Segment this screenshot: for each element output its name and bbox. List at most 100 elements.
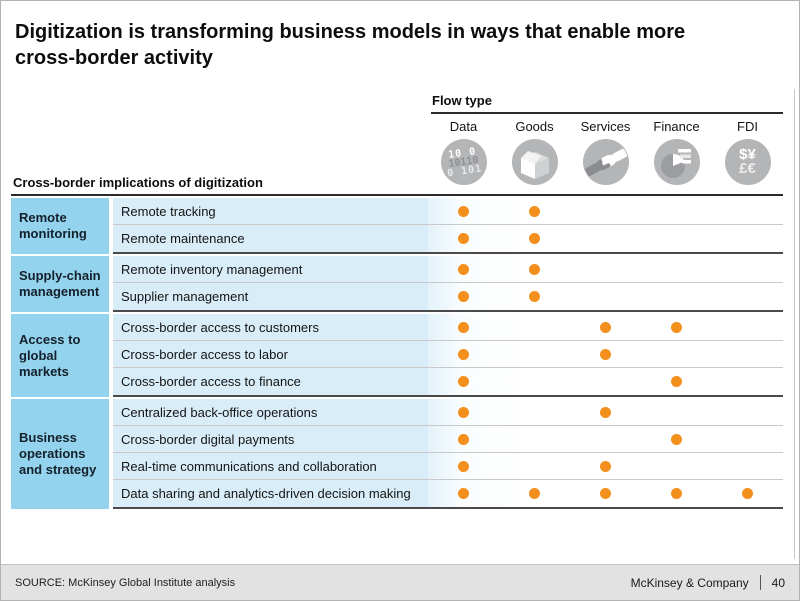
flow-dot	[671, 488, 682, 499]
table-header-underline	[11, 194, 783, 196]
flow-dot	[458, 321, 469, 333]
flow-cell	[712, 314, 783, 340]
flow-dot	[458, 433, 469, 445]
row-label: Real-time communications and collaborati…	[113, 453, 428, 479]
flow-cell	[712, 225, 783, 252]
dot-cells	[428, 256, 783, 282]
row-label: Cross-border digital payments	[113, 426, 428, 452]
flow-col-finance: Finance	[641, 119, 712, 185]
dot-cells	[428, 341, 783, 367]
flow-cell	[428, 283, 499, 310]
flow-dot	[458, 263, 469, 275]
flow-cell	[499, 283, 570, 310]
flow-cell	[712, 426, 783, 452]
footer-bar: SOURCE: McKinsey Global Institute analys…	[1, 564, 799, 600]
flow-cell	[641, 225, 712, 252]
flow-col-services: Services	[570, 119, 641, 185]
row-label: Data sharing and analytics-driven decisi…	[113, 480, 428, 507]
group-business-operations-and-strategy: Business operations and strategy Central…	[11, 399, 783, 509]
flow-dot	[529, 291, 540, 302]
flow-col-label: FDI	[737, 119, 758, 134]
row-label: Cross-border access to labor	[113, 341, 428, 367]
flow-type-underline	[431, 112, 783, 114]
flow-dot	[742, 488, 753, 499]
flow-dot	[458, 205, 469, 217]
flow-dot	[458, 488, 469, 499]
dot-cells	[428, 283, 783, 310]
group-label: Remote monitoring	[11, 198, 109, 254]
flow-cell	[499, 198, 570, 224]
flow-dot	[600, 321, 611, 333]
flow-cell	[641, 198, 712, 224]
flow-dot	[600, 488, 611, 499]
flow-cell	[712, 256, 783, 282]
flow-dot	[458, 348, 469, 360]
flow-col-goods: Goods	[499, 119, 570, 185]
flow-col-label: Goods	[515, 119, 554, 134]
flow-columns-header: Data 10 0 10110 0 101 Goods Services	[428, 119, 783, 185]
flow-cell	[499, 314, 570, 340]
flow-dot	[529, 263, 540, 275]
flow-cell	[570, 399, 641, 425]
table-row: Cross-border digital payments	[113, 426, 783, 453]
flow-cell	[641, 399, 712, 425]
dot-cells	[428, 368, 783, 395]
flow-col-label: Services	[580, 119, 631, 134]
table-row: Remote tracking	[113, 198, 783, 225]
flow-cell	[712, 368, 783, 395]
flow-cell	[641, 341, 712, 367]
flow-dot	[458, 376, 469, 387]
table-row: Cross-border access to labor	[113, 341, 783, 368]
flow-cell	[570, 256, 641, 282]
flow-dot	[458, 291, 469, 302]
dot-cells	[428, 453, 783, 479]
table-row: Supplier management	[113, 283, 783, 310]
flow-cell	[428, 256, 499, 282]
flow-type-label: Flow type	[432, 93, 492, 108]
flow-cell	[428, 341, 499, 367]
flow-dot	[600, 348, 611, 360]
flow-cell	[499, 480, 570, 507]
flow-cell	[641, 480, 712, 507]
flow-dot	[671, 433, 682, 445]
dot-cells	[428, 225, 783, 252]
dot-cells	[428, 399, 783, 425]
flow-dot	[529, 205, 540, 217]
package-box-icon	[511, 139, 558, 185]
flow-cell	[428, 368, 499, 395]
row-label: Cross-border access to finance	[113, 368, 428, 395]
dot-cells	[428, 198, 783, 224]
flow-dot	[458, 460, 469, 472]
flow-cell	[570, 368, 641, 395]
table-title: Cross-border implications of digitizatio…	[13, 175, 263, 190]
flow-cell	[712, 198, 783, 224]
table-row: Data sharing and analytics-driven decisi…	[113, 480, 783, 507]
flow-cell	[499, 256, 570, 282]
flow-cell	[499, 426, 570, 452]
flow-cell	[499, 399, 570, 425]
group-supply-chain-management: Supply-chain management Remote inventory…	[11, 256, 783, 312]
table-row: Cross-border access to finance	[113, 368, 783, 395]
row-label: Remote inventory management	[113, 256, 428, 282]
flow-dot	[529, 488, 540, 499]
group-access-to-global-markets: Access to global markets Cross-border ac…	[11, 314, 783, 397]
flow-cell	[428, 399, 499, 425]
flow-cell	[499, 368, 570, 395]
flow-cell	[570, 426, 641, 452]
slide-title: Digitization is transforming business mo…	[15, 21, 686, 69]
pie-chart-bars-icon	[653, 139, 700, 185]
flow-cell	[570, 453, 641, 479]
flow-cell	[641, 453, 712, 479]
source-note: SOURCE: McKinsey Global Institute analys…	[15, 576, 236, 589]
flow-cell	[499, 453, 570, 479]
flow-cell	[428, 453, 499, 479]
flow-cell	[712, 341, 783, 367]
flow-dot	[458, 406, 469, 418]
handshake-icon	[582, 139, 629, 185]
flow-cell	[641, 256, 712, 282]
flow-cell	[712, 453, 783, 479]
table-row: Cross-border access to customers	[113, 314, 783, 341]
flow-dot	[671, 321, 682, 333]
group-label: Access to global markets	[11, 314, 109, 397]
